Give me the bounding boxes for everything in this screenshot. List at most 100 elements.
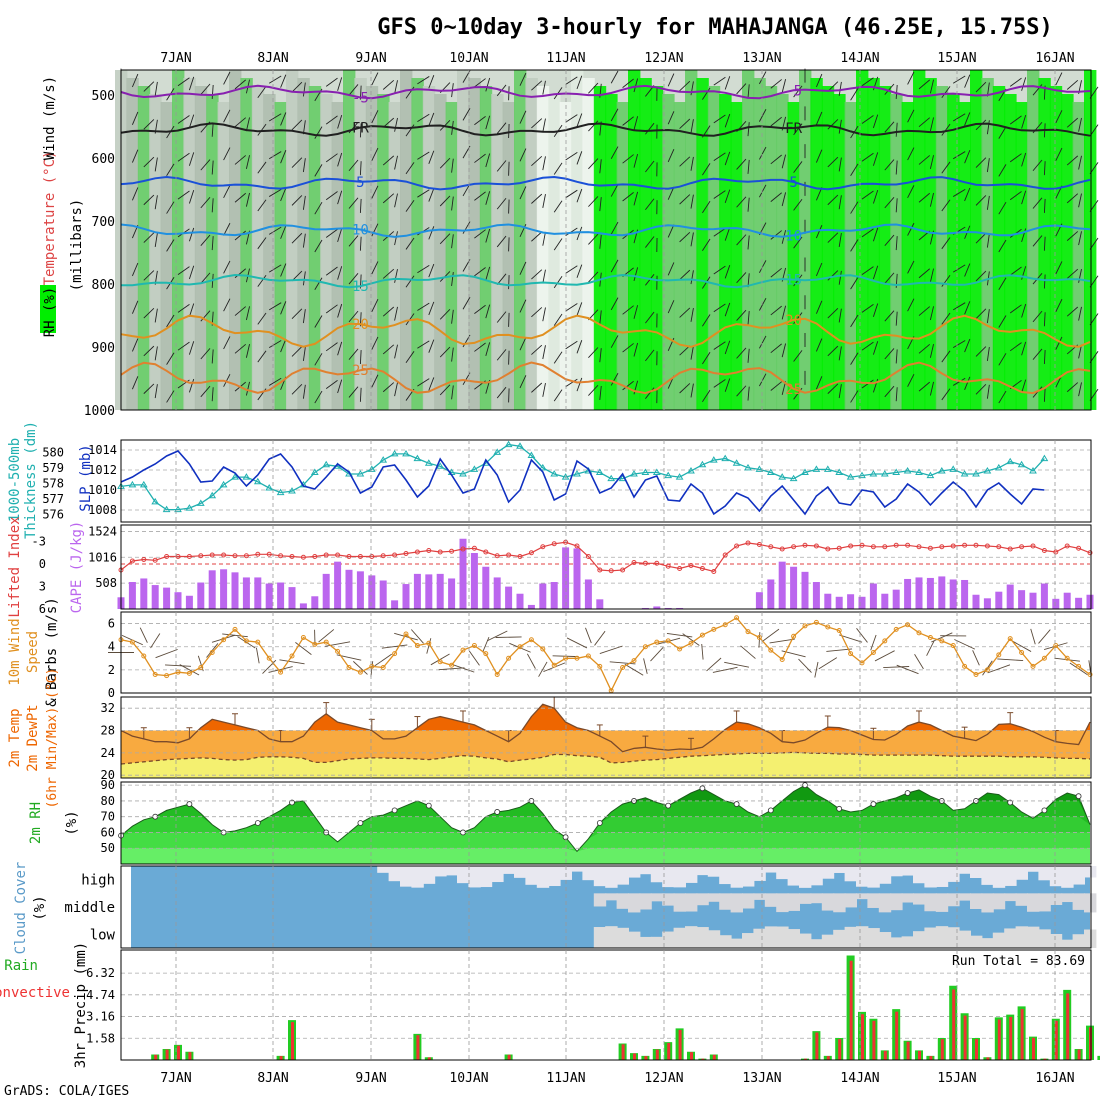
cape-bar <box>220 569 227 609</box>
surface-wind-barb <box>973 650 980 665</box>
cape-bar <box>539 584 546 609</box>
cloud-gap-high <box>890 866 902 876</box>
cloud-gap-low <box>696 927 708 948</box>
precip-tick-label: 4.74 <box>86 988 115 1002</box>
cape-bar <box>494 577 501 609</box>
li-tick-label: 0 <box>39 557 46 571</box>
precip-convective-bar <box>964 1016 967 1060</box>
cloud-gap-high <box>1050 866 1062 886</box>
contour-label: 25 <box>352 363 369 379</box>
cloud-gap-high <box>981 866 993 885</box>
cloud-gap-high <box>582 866 594 880</box>
cape-bar <box>346 570 353 609</box>
cloud-gap-low <box>902 936 914 948</box>
x-tick-label-bottom: 9JAN <box>355 1071 386 1086</box>
rh-band <box>126 78 138 410</box>
cloud-gap-low <box>742 933 754 948</box>
cape-bar <box>1075 598 1082 609</box>
rh-band <box>617 102 629 410</box>
cloud-gap-middle <box>753 893 765 900</box>
surface-wind-barb <box>439 668 465 670</box>
cloud-gap-high <box>434 866 446 876</box>
cloud-gap-middle <box>594 893 606 906</box>
surface-wind-barb <box>871 635 876 650</box>
precip-convective-bar <box>280 1056 283 1060</box>
temp-tick-label: 28 <box>101 724 115 738</box>
cloud-gap-middle <box>981 893 993 912</box>
cape-bar <box>380 580 387 609</box>
temp-label-3: (6hr Min/Max) (°C) <box>45 668 60 809</box>
x-tick-label-bottom: 11JAN <box>546 1071 585 1086</box>
cloud-axis-label: Cloud Cover <box>13 862 29 955</box>
contour-label: 10 <box>785 228 802 244</box>
precip-convective-bar <box>508 1055 511 1060</box>
rh-point <box>495 809 500 814</box>
cloud-gap-middle <box>833 893 845 912</box>
surface-wind-barb <box>1012 641 1031 652</box>
cloud-gap-high <box>879 866 891 884</box>
cloud-gap-middle <box>708 893 720 901</box>
cloud-gap-high <box>765 866 777 873</box>
cape-bar <box>585 579 592 609</box>
cloud-gap-middle <box>993 893 1005 909</box>
cloud-gap-low <box>890 937 902 948</box>
cape-bar <box>482 567 489 609</box>
wind-tick-label: 2 <box>108 663 115 677</box>
contour-label: 15 <box>785 273 802 289</box>
precip-convective-bar <box>975 1039 978 1060</box>
rh-point <box>666 803 671 808</box>
cloud-gap-high <box>411 866 423 888</box>
rh-point <box>734 802 739 807</box>
page-title: GFS 0~10day 3-hourly for MAHAJANGA (46.2… <box>377 15 1053 40</box>
precip-convective-bar <box>291 1022 294 1060</box>
surface-wind-barb <box>1038 630 1050 644</box>
pressure-tick-label: 900 <box>92 341 115 356</box>
precip-convective-bar <box>1032 1038 1035 1060</box>
rh-point <box>905 791 910 796</box>
thickness-label-1: 1000-500mb <box>7 438 23 522</box>
cloud-gap-high <box>400 866 412 887</box>
precip-convective-bar <box>1009 1017 1012 1060</box>
wind-tick-label: 4 <box>108 640 115 654</box>
cloud-gap-high <box>1073 866 1085 885</box>
rh-point <box>700 786 705 791</box>
cloud-gap-low <box>776 927 788 948</box>
cape-bar <box>813 582 820 609</box>
precip-convective-bar <box>1021 1009 1024 1060</box>
rh-band <box>959 102 971 410</box>
wind-tick-label: 0 <box>108 686 115 700</box>
rh-band <box>1084 70 1096 410</box>
cloud-gap-middle <box>913 893 925 904</box>
contour-label: 20 <box>785 313 802 329</box>
cape-bar <box>870 584 877 609</box>
cape-bar <box>517 594 524 609</box>
thickness-tick-label: 577 <box>42 492 64 506</box>
cloud-gap-high <box>753 866 765 881</box>
cape-bar <box>779 562 786 609</box>
surface-wind-barb <box>883 666 909 667</box>
cloud-row-label: low <box>90 927 116 943</box>
panel-side-label: RH (%) <box>42 287 58 338</box>
cloud-gap-middle <box>1073 893 1085 910</box>
cape-bar <box>859 597 866 609</box>
precip-convective-bar <box>872 1021 875 1060</box>
cape-bar <box>1052 599 1059 609</box>
x-tick-label-bottom: 8JAN <box>257 1071 288 1086</box>
cape-bar <box>802 572 809 609</box>
rh-band <box>491 94 503 410</box>
cape-bar <box>904 579 911 609</box>
surface-wind-barb <box>724 662 749 667</box>
cloud-gap-high <box>617 866 629 885</box>
cloud-gap-high <box>423 866 435 884</box>
cloud-gap-low <box>594 927 606 948</box>
rh-point <box>1076 794 1081 799</box>
cloud-gap-low <box>993 933 1005 948</box>
cape-bar <box>767 579 774 609</box>
cloud-gap-high <box>719 866 731 884</box>
precip-convective-bar <box>690 1052 693 1060</box>
cloud-gap-high <box>548 866 560 886</box>
cloud-gap-high <box>537 866 549 888</box>
precip-convective-bar <box>713 1055 716 1060</box>
